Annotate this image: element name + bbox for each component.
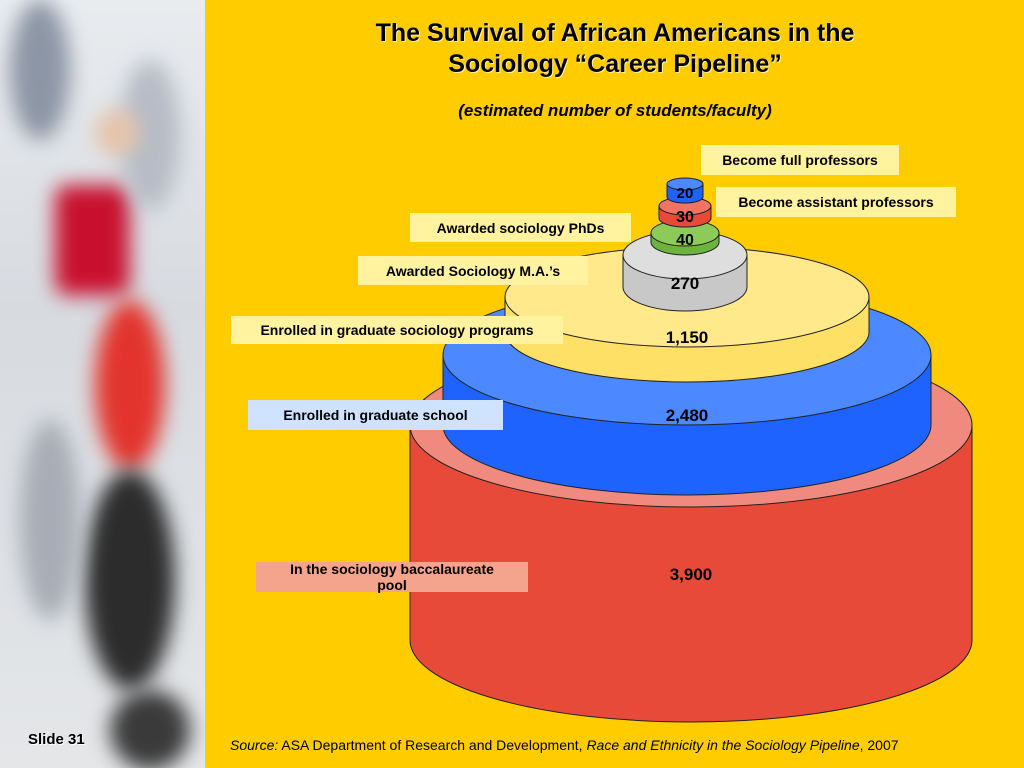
value-phd: 40: [676, 232, 694, 249]
value-full-professor: 20: [677, 185, 694, 202]
value-graduate-school: 2,480: [666, 406, 709, 425]
value-baccalaureate: 3,900: [670, 565, 713, 584]
source-citation: Source: ASA Department of Research and D…: [230, 737, 899, 753]
value-graduate-sociology: 1,150: [666, 328, 709, 347]
label-graduate-sociology: Enrolled in graduate sociology programs: [231, 316, 563, 344]
slide-title: The Survival of African Americans in the…: [215, 18, 1015, 80]
slide-number: Slide 31: [28, 731, 85, 748]
background-photo: [0, 0, 205, 768]
label-baccalaureate: In the sociology baccalaureate pool: [256, 561, 528, 593]
tier-graduate-sociology: [504, 246, 870, 383]
source-work: Race and Ethnicity in the Sociology Pipe…: [586, 737, 860, 753]
label-full-professors: Become full professors: [701, 145, 899, 175]
value-ma: 270: [671, 274, 699, 293]
label-sociology-ma: Awarded Sociology M.A.’s: [358, 256, 588, 285]
title-line-2: Sociology “Career Pipeline”: [448, 50, 782, 78]
label-sociology-phds: Awarded sociology PhDs: [410, 213, 631, 242]
source-prefix: Source:: [230, 737, 279, 753]
label-assistant-professors: Become assistant professors: [716, 187, 956, 217]
source-org: ASA Department of Research and Developme…: [281, 737, 583, 753]
tier-phd: [650, 219, 720, 256]
source-year: , 2007: [859, 737, 899, 753]
value-assistant-professor: 30: [676, 209, 694, 226]
label-graduate-school: Enrolled in graduate school: [248, 400, 503, 430]
tier-full-professor: [666, 177, 704, 204]
title-line-1: The Survival of African Americans in the: [375, 19, 855, 47]
slide-subtitle: (estimated number of students/faculty): [458, 101, 772, 120]
